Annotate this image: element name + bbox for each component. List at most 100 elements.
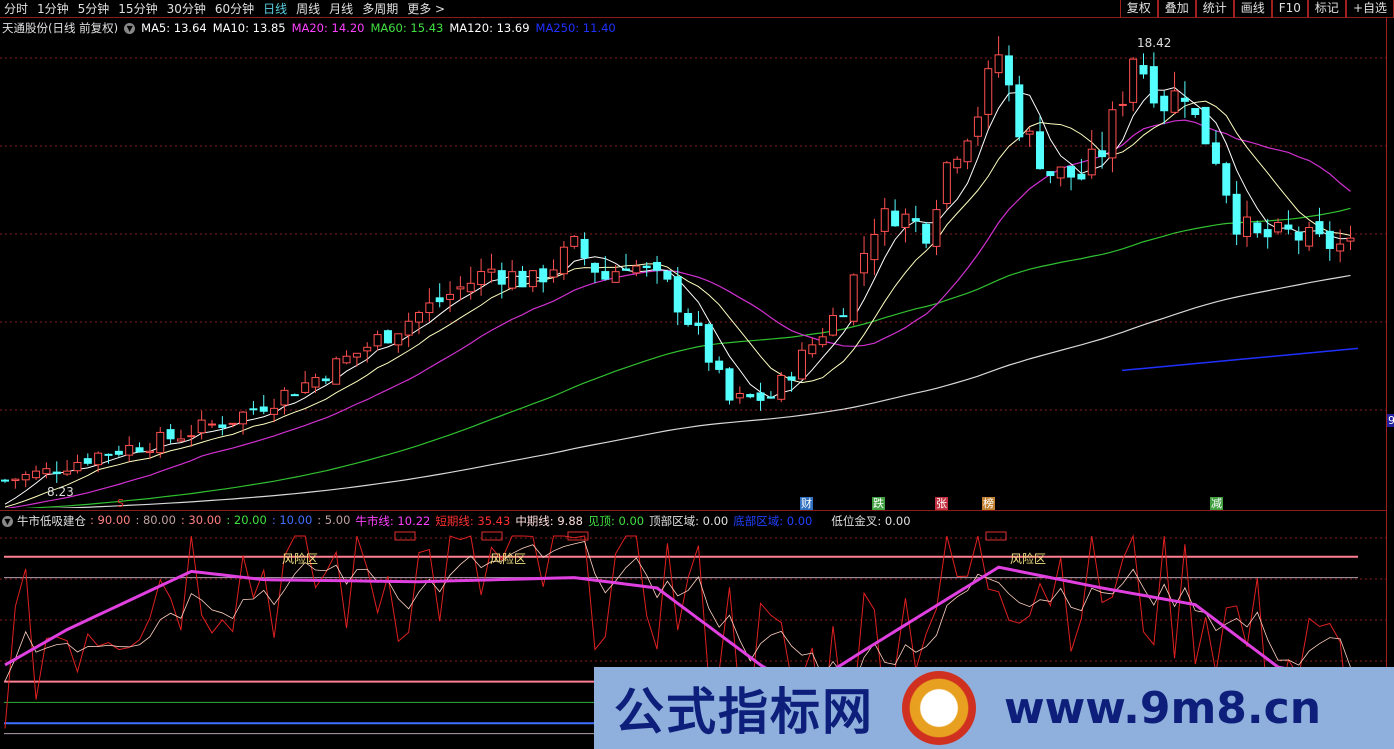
candle bbox=[1149, 66, 1158, 104]
candle bbox=[860, 252, 869, 274]
toolbar-button[interactable]: +自选 bbox=[1345, 0, 1394, 18]
risk-zone-label: 风险区 bbox=[490, 551, 526, 566]
period-tab[interactable]: 分时 bbox=[4, 2, 29, 16]
candle bbox=[994, 54, 1003, 74]
candle bbox=[601, 271, 610, 280]
candle bbox=[456, 286, 465, 290]
candle bbox=[539, 268, 548, 283]
candle bbox=[528, 270, 537, 288]
candle bbox=[342, 355, 351, 364]
candle bbox=[42, 468, 51, 475]
candle bbox=[363, 346, 372, 352]
candle bbox=[1243, 216, 1251, 238]
indicator-value: 见顶: 0.00 bbox=[587, 514, 645, 528]
period-tab[interactable]: 日线 bbox=[263, 2, 288, 16]
toolbar-button[interactable]: F10 bbox=[1271, 0, 1308, 18]
candle bbox=[549, 269, 558, 278]
signal-badge: 榜 bbox=[982, 497, 995, 510]
indicator-value: : 80.00 bbox=[135, 513, 176, 527]
candle bbox=[487, 268, 496, 273]
candle bbox=[218, 424, 227, 428]
period-tab[interactable]: 月线 bbox=[329, 2, 354, 16]
indicator-legend: ▼ 牛市低吸建仓 : 90.00: 80.00: 30.00: 20.00: 1… bbox=[2, 513, 911, 529]
candle bbox=[135, 447, 144, 453]
candle bbox=[394, 333, 403, 346]
panel-divider bbox=[0, 510, 1386, 511]
period-tab[interactable]: 30分钟 bbox=[166, 2, 206, 16]
toolbar-button[interactable]: 复权 bbox=[1119, 0, 1158, 18]
candle bbox=[1305, 227, 1314, 247]
indicator-value: : 30.00 bbox=[180, 513, 222, 527]
candle bbox=[777, 374, 786, 400]
candle bbox=[1222, 163, 1231, 196]
candle bbox=[746, 394, 755, 398]
candle bbox=[239, 411, 248, 425]
price-chart[interactable] bbox=[0, 18, 1386, 508]
top-signal-box bbox=[394, 531, 416, 541]
indicator-value: 中期线: 9.88 bbox=[515, 514, 583, 528]
candle bbox=[311, 377, 320, 388]
candle bbox=[1160, 95, 1169, 112]
period-tab[interactable]: 15分钟 bbox=[118, 2, 158, 16]
watermark-logo bbox=[902, 671, 976, 745]
candle bbox=[1046, 171, 1055, 177]
period-tab[interactable]: 周线 bbox=[296, 2, 321, 16]
candle bbox=[942, 162, 951, 205]
candle bbox=[435, 297, 444, 303]
toolbar-button[interactable]: 叠加 bbox=[1157, 0, 1196, 18]
candle bbox=[590, 262, 599, 273]
candle bbox=[1004, 55, 1013, 86]
toolbar-button[interactable]: 统计 bbox=[1195, 0, 1234, 18]
ma-value: MA120: 13.69 bbox=[449, 21, 530, 35]
candle bbox=[797, 349, 806, 380]
toolbar-button[interactable]: 标记 bbox=[1307, 0, 1346, 18]
top-signal-box bbox=[985, 531, 1007, 541]
candle bbox=[166, 429, 175, 440]
candle bbox=[145, 450, 154, 454]
period-tab[interactable]: 60分钟 bbox=[214, 2, 255, 16]
signal-badge: 减 bbox=[1210, 497, 1223, 510]
signal-badge: 财 bbox=[800, 497, 813, 510]
candle bbox=[518, 270, 527, 288]
chevron-down-icon[interactable]: ▼ bbox=[124, 22, 136, 34]
ma-value: MA20: 14.20 bbox=[291, 21, 365, 35]
candle bbox=[156, 431, 165, 454]
candle bbox=[404, 320, 413, 336]
chevron-down-icon[interactable]: ▼ bbox=[2, 515, 13, 527]
candle bbox=[622, 268, 630, 271]
stock-title[interactable]: 天通股份(日线 前复权) bbox=[2, 21, 119, 35]
candle bbox=[880, 208, 889, 232]
candle bbox=[1325, 230, 1334, 249]
candle bbox=[125, 445, 134, 456]
right-price-axis[interactable] bbox=[1386, 18, 1387, 749]
toolbar-button[interactable]: 画线 bbox=[1233, 0, 1272, 18]
candle bbox=[477, 271, 486, 286]
indicator-value: 底部区域: 0.00 bbox=[733, 514, 813, 528]
candle bbox=[1191, 108, 1200, 116]
candle bbox=[1, 479, 9, 482]
period-tab[interactable]: 5分钟 bbox=[77, 2, 110, 16]
candle bbox=[673, 276, 682, 313]
candle bbox=[580, 238, 589, 259]
indicator-name[interactable]: 牛市低吸建仓 bbox=[17, 514, 86, 528]
bull-market-line bbox=[4, 565, 1351, 692]
period-tab[interactable]: 更多 > bbox=[407, 2, 446, 16]
risk-zone-label: 风险区 bbox=[1010, 551, 1046, 566]
candle bbox=[1036, 131, 1044, 170]
candle bbox=[870, 234, 879, 261]
candle bbox=[1077, 173, 1086, 180]
candle bbox=[735, 392, 744, 399]
candle bbox=[787, 376, 796, 381]
period-tab[interactable]: 多周期 bbox=[362, 2, 399, 16]
candle bbox=[32, 470, 41, 479]
candle bbox=[383, 330, 392, 344]
candle bbox=[1056, 166, 1065, 179]
candle bbox=[984, 68, 993, 115]
candle bbox=[642, 265, 651, 269]
candle bbox=[280, 389, 289, 406]
indicator-value: 顶部区域: 0.00 bbox=[649, 514, 729, 528]
candle bbox=[228, 422, 237, 425]
period-tab[interactable]: 1分钟 bbox=[37, 2, 69, 16]
top-signal-box bbox=[481, 531, 503, 541]
candle bbox=[932, 209, 941, 247]
